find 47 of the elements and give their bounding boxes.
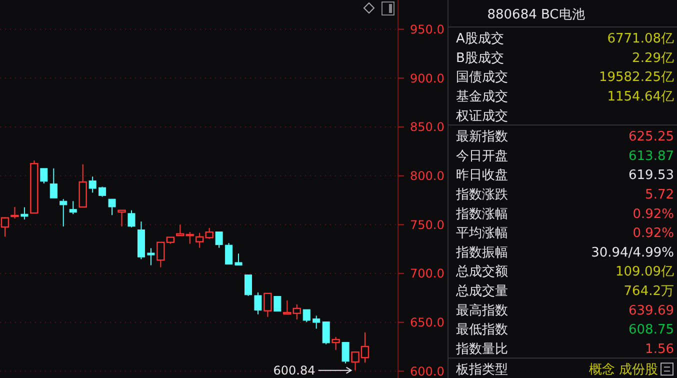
category-label: 最新指数 [456, 130, 508, 145]
y-tick-label: 850.0 [410, 120, 444, 134]
text: 19582.25亿 [598, 70, 674, 86]
category-label: 指数振幅 [455, 245, 508, 260]
text: 880684 BC电池 [487, 8, 585, 23]
text: 概念 成份股 [588, 362, 658, 378]
text: 764.2万 [624, 284, 674, 299]
category-label: 指数量比 [455, 342, 508, 357]
text: 0.92% [632, 206, 674, 222]
category-label: 指数涨跌 [455, 187, 508, 202]
category-label: 今日开盘 [456, 148, 508, 164]
y-tick-label: 800.0 [410, 169, 444, 184]
text: 6771.08亿 [607, 32, 674, 47]
category-label: 板指类型 [455, 362, 508, 378]
annotation: 600.84 [273, 364, 316, 378]
text: 1.56 [645, 342, 674, 357]
text: 0.92% [632, 226, 674, 242]
text: 2.29亿 [632, 50, 674, 66]
category-label: 权证成交 [455, 108, 508, 124]
y-tick-label: 600.0 [410, 364, 444, 378]
text: 608.75 [628, 322, 674, 338]
category-label: 最高指数 [456, 302, 508, 318]
text: 639.69 [628, 303, 674, 318]
text: 30.94/4.99% [591, 245, 674, 260]
category-label: 国债成交 [456, 69, 508, 86]
text: 613.87 [628, 148, 674, 164]
category-label: 基金成交 [456, 88, 508, 104]
text: 5.72 [645, 187, 674, 202]
category-label: 最低指数 [456, 322, 508, 338]
y-tick-label: 750.0 [410, 218, 444, 232]
text: 625.25 [628, 130, 674, 145]
text: 619.53 [628, 168, 674, 184]
y-tick-label: 700.0 [410, 266, 444, 281]
candlestick [147, 248, 155, 266]
text: 1154.64亿 [607, 89, 674, 104]
category-label: 总成交量 [455, 282, 508, 299]
category-label: 昨日收盘 [456, 168, 508, 184]
y-tick-label: 950.0 [410, 22, 444, 36]
y-tick-label: 900.0 [410, 71, 444, 86]
category-label: 平均涨幅 [456, 226, 508, 242]
category-label: 总成交额 [455, 264, 508, 280]
y-tick-label: 650.0 [410, 316, 444, 330]
category-label: A股成交 [456, 30, 504, 47]
category-label: 指数涨幅 [455, 206, 508, 222]
candlestick [60, 198, 68, 227]
category-label: B股成交 [456, 50, 504, 66]
text: 109.09亿 [616, 264, 674, 280]
